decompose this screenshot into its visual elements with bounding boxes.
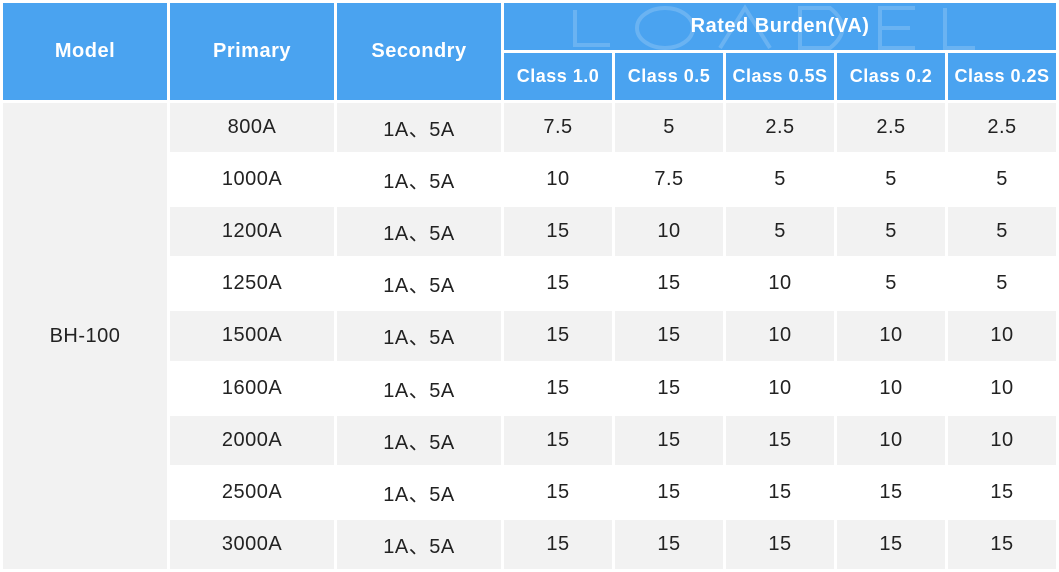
secondary-cell: 1A、5A <box>337 259 501 309</box>
burden-value-cell: 10 <box>726 363 834 413</box>
burden-value-cell: 5 <box>948 207 1057 257</box>
burden-value-cell: 5 <box>837 155 945 205</box>
burden-value-cell: 10 <box>615 207 723 257</box>
burden-value-cell: 5 <box>837 207 945 257</box>
table-header: Model Primary Secondry Rated Burden(VA) … <box>3 3 1057 100</box>
burden-value-cell: 15 <box>504 415 612 465</box>
class-header: Class 0.2 <box>837 53 945 100</box>
burden-value-cell: 15 <box>615 259 723 309</box>
primary-cell: 800A <box>170 103 334 153</box>
primary-cell: 1250A <box>170 259 334 309</box>
burden-value-cell: 15 <box>504 259 612 309</box>
burden-value-cell: 15 <box>726 467 834 517</box>
rated-burden-header: Rated Burden(VA) <box>504 3 1057 50</box>
burden-value-cell: 15 <box>615 519 723 569</box>
burden-value-cell: 15 <box>726 415 834 465</box>
table-row: 1000A 1A、5A 10 7.5 5 5 5 <box>3 155 1057 205</box>
burden-value-cell: 15 <box>837 519 945 569</box>
burden-value-cell: 2.5 <box>837 103 945 153</box>
secondary-cell: 1A、5A <box>337 467 501 517</box>
burden-value-cell: 10 <box>504 155 612 205</box>
burden-value-cell: 5 <box>837 259 945 309</box>
burden-value-cell: 15 <box>504 363 612 413</box>
burden-value-cell: 15 <box>948 467 1057 517</box>
primary-cell: 3000A <box>170 519 334 569</box>
table-row: 1500A 1A、5A 15 15 10 10 10 <box>3 311 1057 361</box>
primary-header: Primary <box>170 3 334 100</box>
burden-value-cell: 10 <box>948 415 1057 465</box>
burden-value-cell: 5 <box>948 259 1057 309</box>
burden-value-cell: 10 <box>726 259 834 309</box>
class-header: Class 0.2S <box>948 53 1057 100</box>
secondary-cell: 1A、5A <box>337 207 501 257</box>
table-row: BH-100 800A 1A、5A 7.5 5 2.5 2.5 2.5 <box>3 103 1057 569</box>
table-body: BH-100 800A 1A、5A 7.5 5 2.5 2.5 2.5 1000A 1A、5A 10… <box>3 103 1057 569</box>
burden-value-cell: 15 <box>504 311 612 361</box>
primary-cell: 2000A <box>170 415 334 465</box>
burden-value-cell: 15 <box>615 311 723 361</box>
secondary-cell: 1A、5A <box>337 519 501 569</box>
burden-value-cell: 10 <box>948 363 1057 413</box>
class-header: Class 1.0 <box>504 53 612 100</box>
burden-value-cell: 2.5 <box>948 103 1057 153</box>
burden-value-cell: 10 <box>726 311 834 361</box>
table-row: 1200A 1A、5A 15 10 5 5 5 <box>3 207 1057 257</box>
burden-value-cell: 15 <box>504 519 612 569</box>
secondary-cell: 1A、5A <box>337 103 501 153</box>
burden-value-cell: 5 <box>726 207 834 257</box>
burden-value-cell: 5 <box>615 103 723 153</box>
burden-value-cell: 10 <box>837 363 945 413</box>
burden-value-cell: 15 <box>726 519 834 569</box>
table-row: 2000A 1A、5A 15 15 15 10 10 <box>3 415 1057 465</box>
table-row: 1250A 1A、5A 15 15 10 5 5 <box>3 259 1057 309</box>
burden-value-cell: 15 <box>615 415 723 465</box>
burden-value-cell: 15 <box>837 467 945 517</box>
burden-value-cell: 7.5 <box>504 103 612 153</box>
secondary-cell: 1A、5A <box>337 415 501 465</box>
table-row: 2500A 1A、5A 15 15 15 15 15 <box>3 467 1057 517</box>
model-header: Model <box>3 3 167 100</box>
burden-value-cell: 10 <box>837 415 945 465</box>
secondary-cell: 1A、5A <box>337 311 501 361</box>
primary-cell: 2500A <box>170 467 334 517</box>
model-cell: BH-100 <box>3 103 167 569</box>
table-row: 3000A 1A、5A 15 15 15 15 15 <box>3 519 1057 569</box>
secondary-header: Secondry <box>337 3 501 100</box>
burden-value-cell: 15 <box>504 207 612 257</box>
burden-value-cell: 10 <box>837 311 945 361</box>
burden-value-cell: 15 <box>615 467 723 517</box>
primary-cell: 1000A <box>170 155 334 205</box>
burden-value-cell: 2.5 <box>726 103 834 153</box>
primary-cell: 1600A <box>170 363 334 413</box>
secondary-cell: 1A、5A <box>337 363 501 413</box>
secondary-cell: 1A、5A <box>337 155 501 205</box>
burden-value-cell: 10 <box>948 311 1057 361</box>
primary-cell: 1200A <box>170 207 334 257</box>
header-row-top: Model Primary Secondry Rated Burden(VA) <box>3 3 1057 100</box>
burden-value-cell: 5 <box>948 155 1057 205</box>
burden-value-cell: 15 <box>504 467 612 517</box>
burden-value-cell: 15 <box>615 363 723 413</box>
burden-value-cell: 5 <box>726 155 834 205</box>
class-header: Class 0.5S <box>726 53 834 100</box>
burden-value-cell: 15 <box>948 519 1057 569</box>
header-row-classes: Class 1.0 Class 0.5 Class 0.5S Class 0.2… <box>3 53 1057 100</box>
class-header: Class 0.5 <box>615 53 723 100</box>
table-row: 1600A 1A、5A 15 15 10 10 10 <box>3 363 1057 413</box>
burden-value-cell: 7.5 <box>615 155 723 205</box>
primary-cell: 1500A <box>170 311 334 361</box>
